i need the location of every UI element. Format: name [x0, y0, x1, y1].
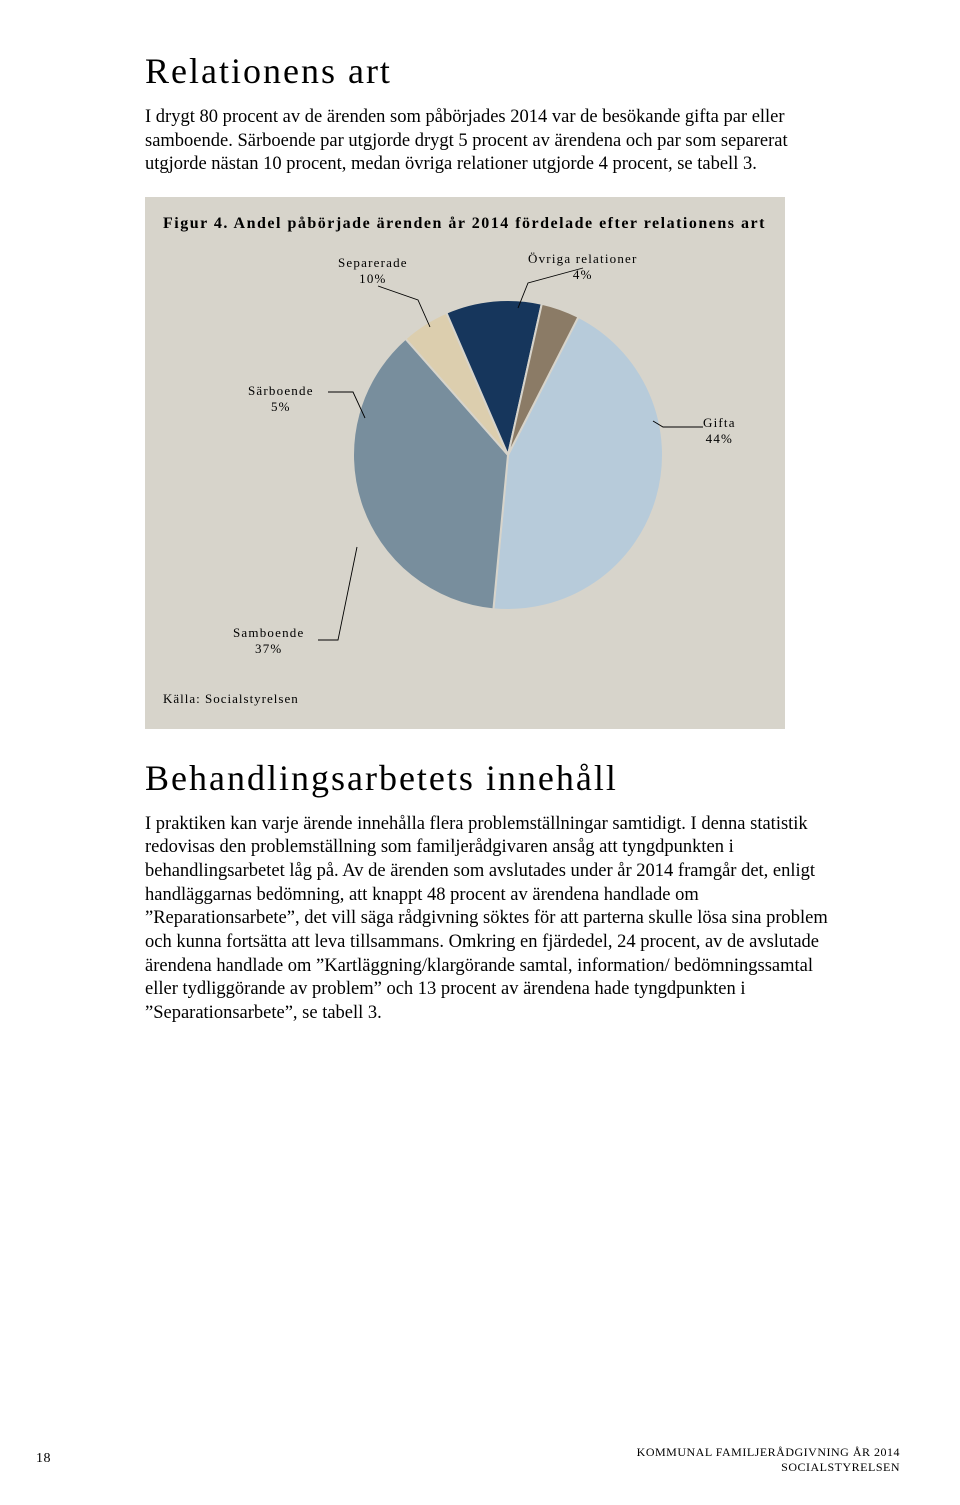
body-paragraph: I praktiken kan varje ärende innehålla f… — [145, 813, 850, 1026]
figure-4-box: Figur 4. Andel påbörjade ärenden år 2014… — [145, 197, 785, 729]
pie-chart-svg — [163, 245, 767, 685]
pie-label-gifta: Gifta44% — [703, 415, 736, 448]
footer-right: KOMMUNAL FAMILJERÅDGIVNING ÅR 2014 SOCIA… — [637, 1445, 900, 1475]
pie-label-separerade: Separerade10% — [338, 255, 408, 288]
footer-line-2: SOCIALSTYRELSEN — [781, 1460, 900, 1474]
leader-line — [378, 286, 430, 327]
pie-chart-wrap: Gifta44% Samboende37% Särboende5% Separerad… — [163, 245, 767, 685]
pie-label-särboende: Särboende5% — [248, 383, 314, 416]
section-heading-behandlingsarbetets: Behandlingsarbetets innehåll — [145, 757, 850, 799]
page-number: 18 — [36, 1451, 51, 1467]
figure-source: Källa: Socialstyrelsen — [163, 691, 767, 707]
section-heading-relationens-art: Relationens art — [145, 50, 850, 92]
leader-line — [318, 547, 357, 640]
footer-line-1: KOMMUNAL FAMILJERÅDGIVNING ÅR 2014 — [637, 1445, 900, 1459]
pie-label-samboende: Samboende37% — [233, 625, 304, 658]
pie-label-övriga-relationer: Övriga relationer4% — [528, 251, 638, 284]
intro-paragraph: I drygt 80 procent av de ärenden som påb… — [145, 106, 850, 177]
figure-caption: Figur 4. Andel påbörjade ärenden år 2014… — [163, 213, 767, 235]
